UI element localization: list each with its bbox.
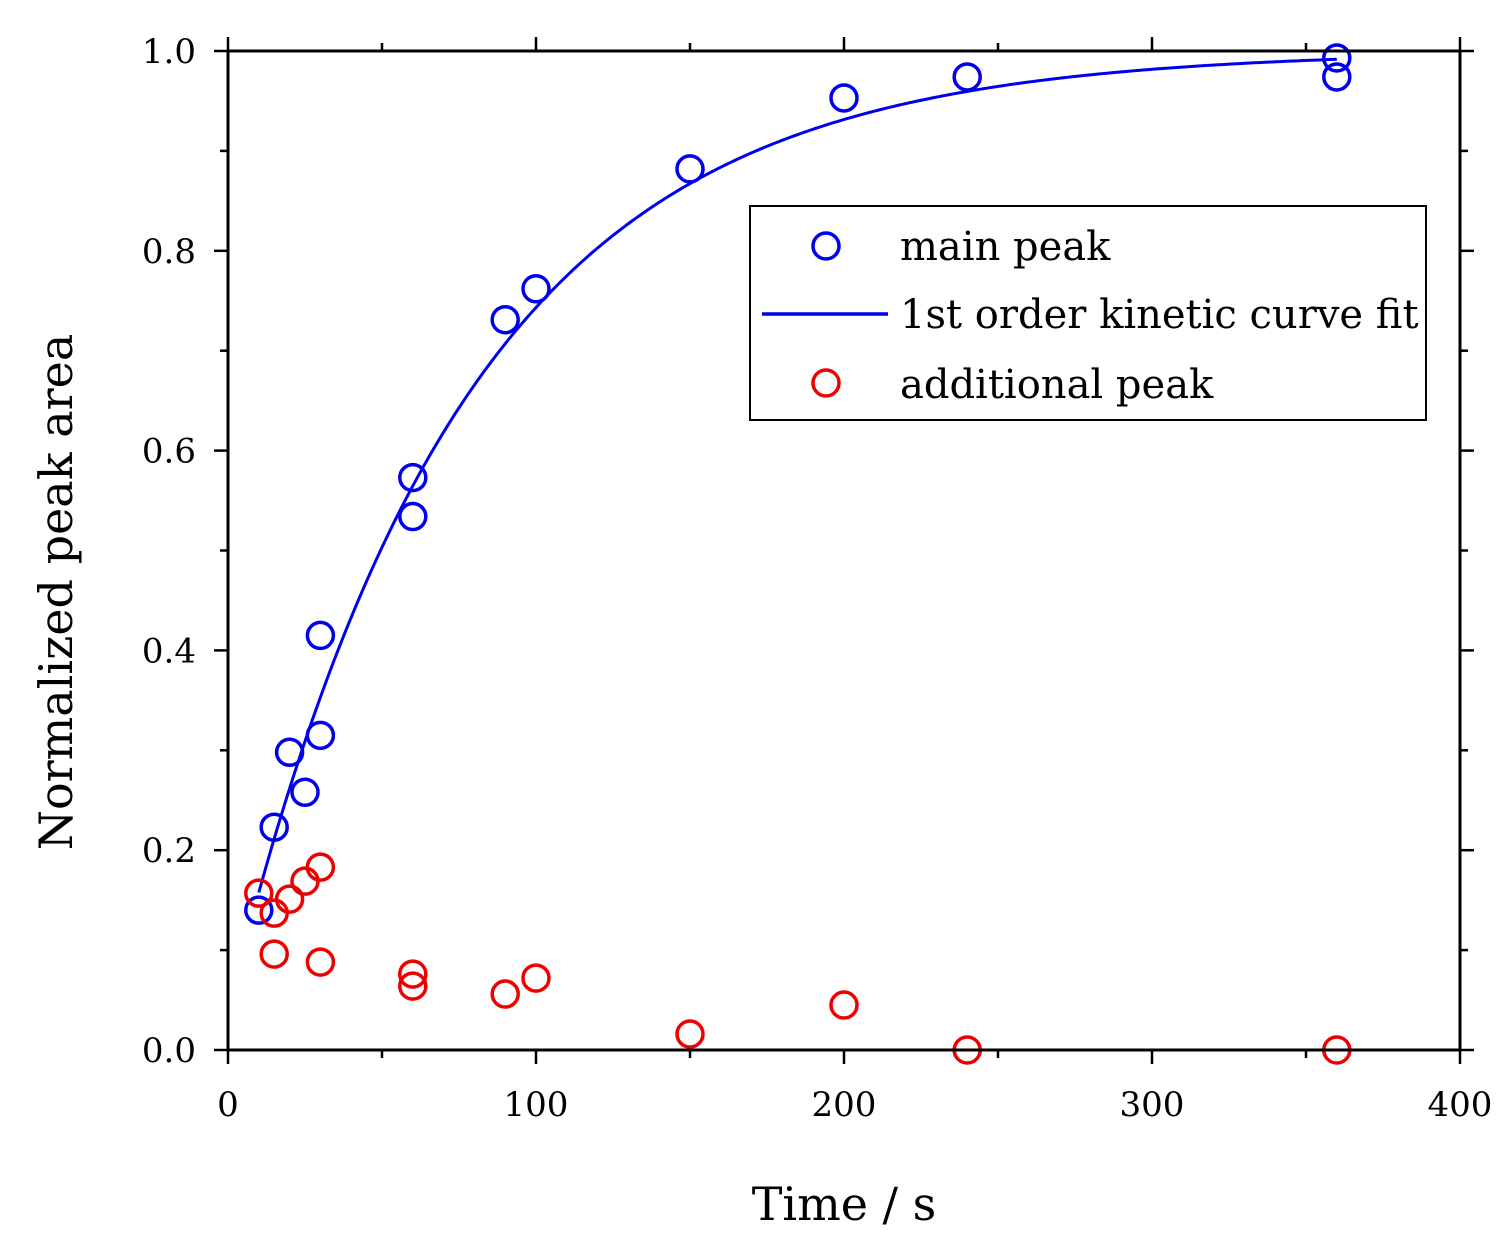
main-peak-point bbox=[290, 777, 320, 808]
tick-labels: 0 100 200 300 400 0.0 0.2 0.4 0.6 0.8 1.0 bbox=[142, 32, 1493, 1125]
additional-peak-point bbox=[398, 971, 428, 1001]
additional-peak-point bbox=[305, 852, 336, 882]
axis-ticks bbox=[214, 37, 1474, 1064]
main-peak-point bbox=[244, 895, 274, 925]
additional-peak-point bbox=[259, 898, 289, 928]
y-tick-label: 0.0 bbox=[142, 1031, 196, 1071]
main-peak-point bbox=[829, 83, 859, 113]
y-tick-label: 0.4 bbox=[142, 631, 196, 671]
additional-peak-point bbox=[290, 866, 320, 896]
y-tick-label: 1.0 bbox=[142, 32, 196, 72]
x-tick-label: 400 bbox=[1428, 1085, 1493, 1125]
y-tick-label: 0.6 bbox=[142, 432, 196, 472]
legend-marker-additional-peak bbox=[811, 368, 841, 398]
main-peak-point bbox=[274, 737, 305, 768]
y-tick-label: 0.2 bbox=[142, 831, 196, 871]
y-axis-title: Normalized peak area bbox=[29, 334, 83, 851]
main-peak-point bbox=[675, 154, 705, 184]
legend: main peak 1st order kinetic curve fit ad… bbox=[749, 205, 1427, 421]
additional-peak-point bbox=[398, 959, 428, 989]
x-tick-label: 200 bbox=[812, 1085, 877, 1125]
legend-label-main-peak: main peak bbox=[900, 224, 1111, 270]
main-peak-point bbox=[490, 304, 520, 335]
additional-peak-point bbox=[274, 884, 305, 914]
fit-curve bbox=[257, 57, 1337, 893]
main-peak-point bbox=[259, 812, 289, 842]
x-tick-label: 300 bbox=[1120, 1085, 1185, 1125]
additional-peak-point bbox=[244, 878, 274, 908]
x-axis-title: Time / s bbox=[752, 1177, 937, 1231]
additional-peak-point bbox=[675, 1019, 705, 1049]
main-peak-point bbox=[1322, 43, 1352, 73]
additional-peak-point bbox=[521, 963, 551, 993]
additional-peak-point bbox=[259, 939, 289, 969]
additional-peak-point bbox=[829, 990, 859, 1020]
x-tick-label: 0 bbox=[217, 1085, 239, 1125]
legend-label-additional-peak: additional peak bbox=[900, 362, 1214, 408]
additional-peak-point bbox=[305, 947, 336, 977]
main-peak-point bbox=[398, 462, 428, 493]
y-tick-label: 0.8 bbox=[142, 232, 196, 272]
additional-peak-points bbox=[244, 852, 1352, 1065]
main-peak-point bbox=[305, 720, 336, 751]
plot-frame bbox=[226, 49, 1462, 1052]
main-peak-point bbox=[398, 501, 428, 532]
main-peak-point bbox=[521, 274, 551, 304]
additional-peak-point bbox=[490, 979, 520, 1009]
legend-label-fit: 1st order kinetic curve fit bbox=[900, 292, 1419, 338]
main-peak-point bbox=[305, 620, 336, 651]
x-tick-label: 100 bbox=[504, 1085, 569, 1125]
legend-marker-main-peak bbox=[811, 231, 841, 261]
main-peak-point bbox=[1322, 62, 1352, 92]
main-peak-points bbox=[244, 43, 1352, 925]
main-peak-point bbox=[952, 62, 982, 92]
